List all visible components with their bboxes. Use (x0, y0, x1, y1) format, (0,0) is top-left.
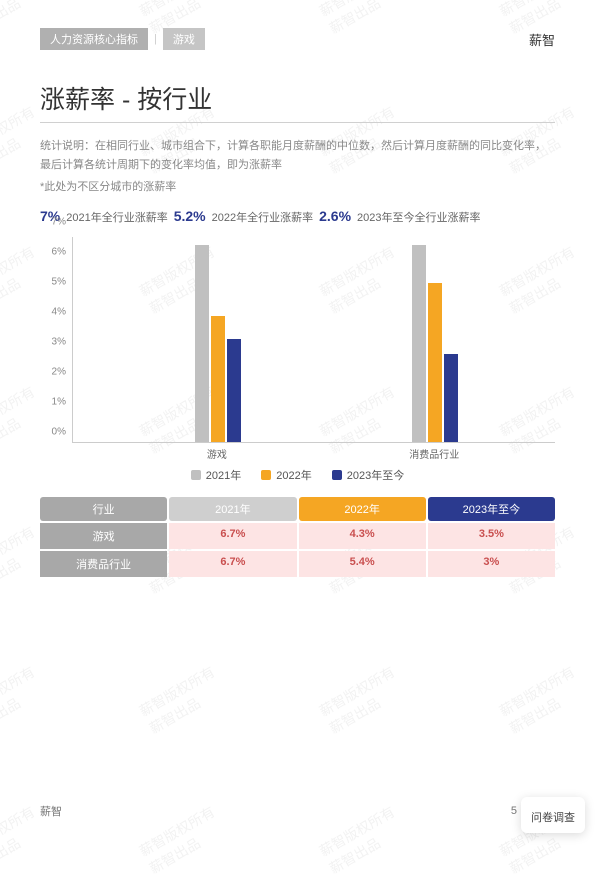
summary-value: 5.2% (174, 208, 206, 224)
y-tick: 0% (52, 427, 66, 438)
legend-item: 2023年至今 (332, 467, 404, 483)
table-cell: 4.3% (299, 523, 426, 549)
tab-divider: | (148, 33, 163, 45)
table-header: 行业 (40, 497, 167, 521)
tab-sub: 游戏 (163, 28, 205, 50)
y-tick: 3% (52, 337, 66, 348)
footer: 薪智 5 (40, 803, 555, 819)
y-tick: 4% (52, 307, 66, 318)
bar-group (412, 245, 458, 442)
legend-label: 2022年 (276, 467, 311, 483)
legend-item: 2021年 (191, 467, 241, 483)
y-tick: 6% (52, 247, 66, 258)
description-note: *此处为不区分城市的涨薪率 (40, 178, 555, 194)
summary-label: 2022年全行业涨薪率 (212, 209, 313, 225)
legend-item: 2022年 (261, 467, 311, 483)
bar (227, 339, 241, 442)
table-cell: 5.4% (299, 551, 426, 577)
summary-value: 2.6% (319, 208, 351, 224)
y-tick: 7% (52, 217, 66, 228)
table-header: 2022年 (299, 497, 426, 521)
survey-button[interactable]: 问卷调查 (521, 797, 585, 833)
row-head: 消费品行业 (40, 551, 167, 577)
bar (211, 316, 225, 443)
legend-label: 2023年至今 (347, 467, 404, 483)
salary-chart: 0%1%2%3%4%5%6%7% 游戏消费品行业 (40, 233, 555, 463)
table-row: 消费品行业6.7%5.4%3% (40, 551, 555, 577)
data-table: 行业2021年2022年2023年至今游戏6.7%4.3%3.5%消费品行业6.… (40, 497, 555, 577)
legend-swatch (261, 470, 271, 480)
footer-brand: 薪智 (40, 803, 62, 819)
bar (412, 245, 426, 442)
legend-swatch (191, 470, 201, 480)
table-header: 2021年 (169, 497, 296, 521)
page-number: 5 (511, 805, 517, 817)
table-row: 游戏6.7%4.3%3.5% (40, 523, 555, 549)
table-header-row: 行业2021年2022年2023年至今 (40, 497, 555, 521)
breadcrumb: 人力资源核心指标 | 游戏 (40, 28, 205, 50)
x-label: 消费品行业 (409, 446, 459, 461)
header: 人力资源核心指标 | 游戏 薪智 (40, 0, 555, 50)
summary-label: 2021年全行业涨薪率 (66, 209, 167, 225)
y-tick: 5% (52, 277, 66, 288)
row-head: 游戏 (40, 523, 167, 549)
summary-row: 7%2021年全行业涨薪率 5.2% 2022年全行业涨薪率 2.6% 2023年至今全… (40, 208, 555, 225)
bar (195, 245, 209, 442)
brand-top: 薪智 (529, 30, 555, 49)
page-title: 涨薪率 - 按行业 (40, 80, 555, 116)
tab-main: 人力资源核心指标 (40, 28, 148, 50)
table-cell: 6.7% (169, 523, 296, 549)
bar (428, 283, 442, 442)
title-underline (40, 122, 555, 123)
y-tick: 2% (52, 367, 66, 378)
bar (444, 354, 458, 442)
table-header: 2023年至今 (428, 497, 555, 521)
chart-legend: 2021年 2022年 2023年至今 (40, 467, 555, 483)
description: 统计说明：在相同行业、城市组合下，计算各职能月度薪酬的中位数，然后计算月度薪酬的… (40, 137, 555, 174)
y-tick: 1% (52, 397, 66, 408)
x-label: 游戏 (207, 446, 227, 461)
table-cell: 3% (428, 551, 555, 577)
summary-label: 2023年至今全行业涨薪率 (357, 209, 480, 225)
table-cell: 3.5% (428, 523, 555, 549)
legend-swatch (332, 470, 342, 480)
table-cell: 6.7% (169, 551, 296, 577)
bar-group (195, 245, 241, 442)
legend-label: 2021年 (206, 467, 241, 483)
